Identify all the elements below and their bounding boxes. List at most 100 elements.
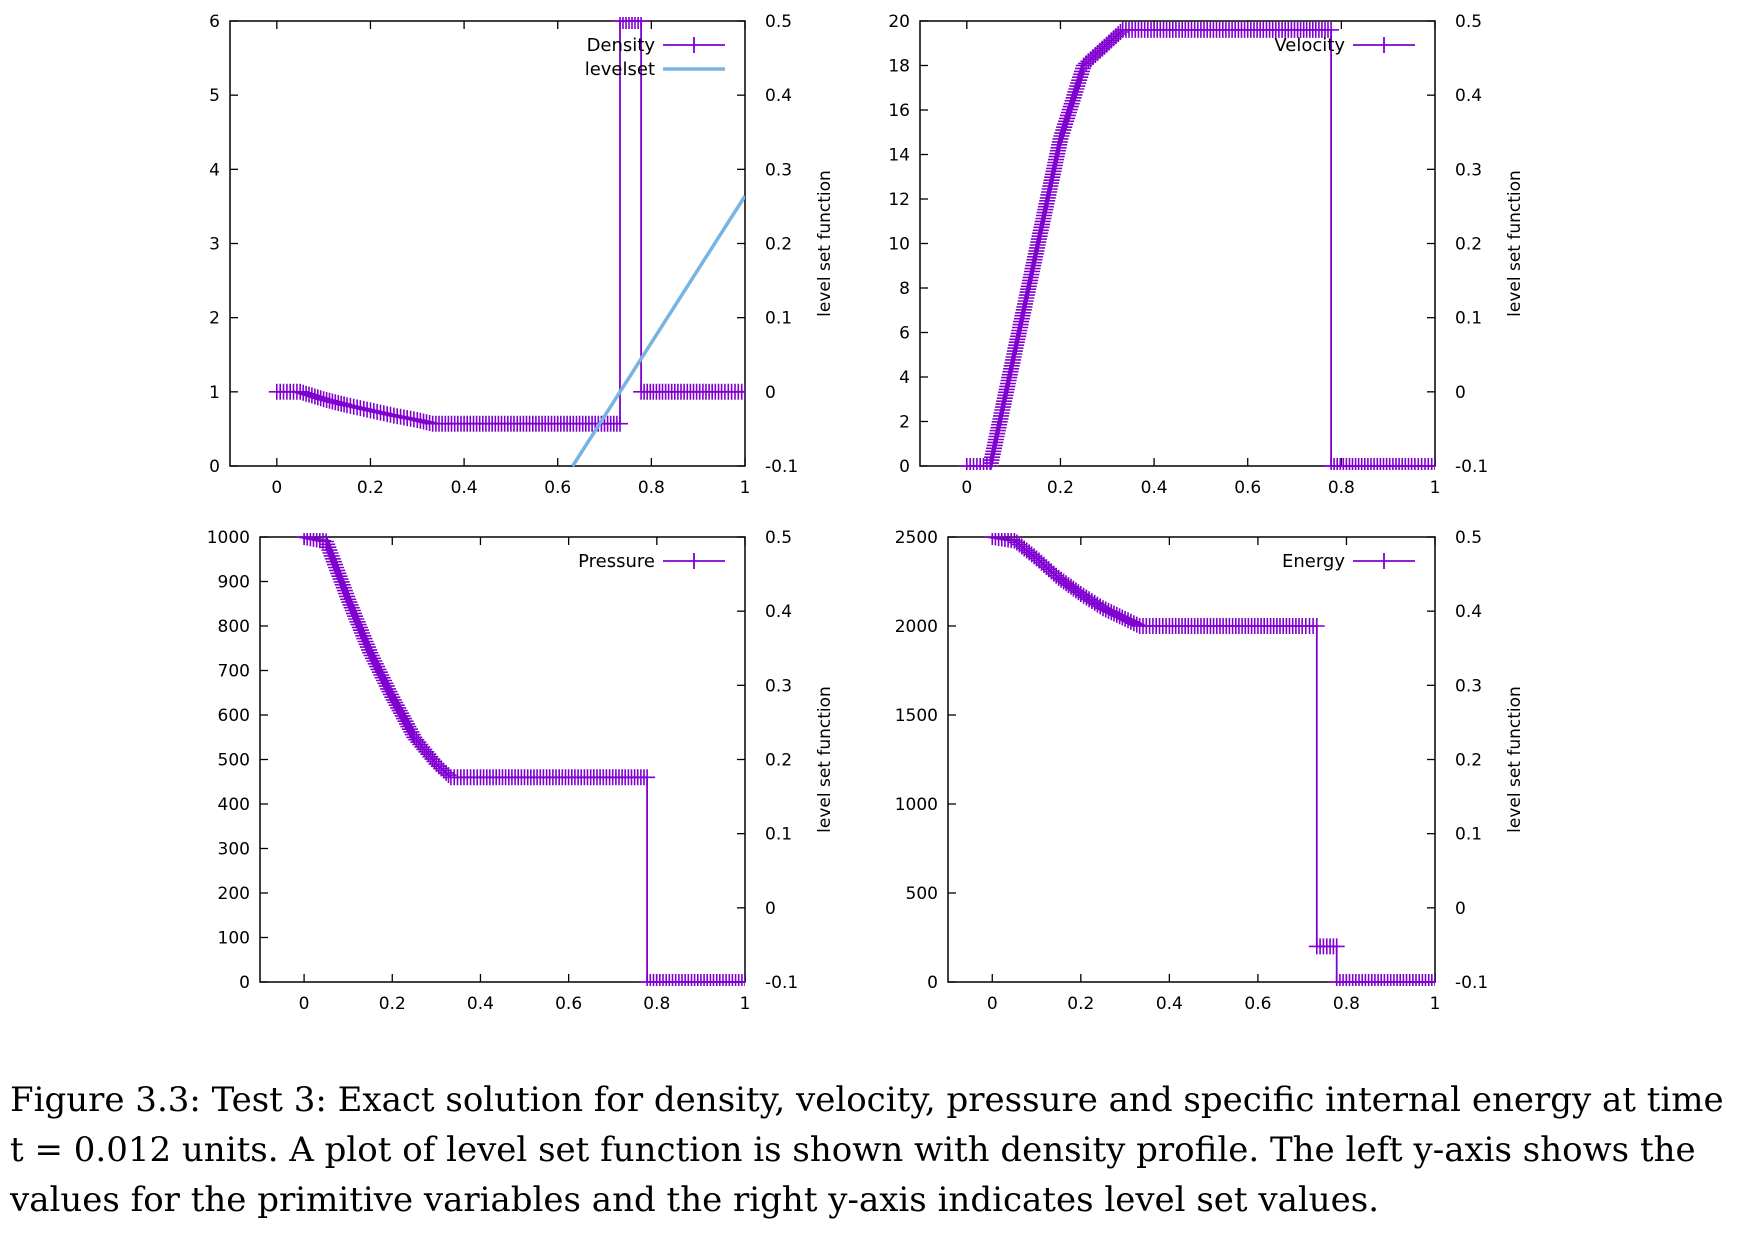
y-tick-label: 2500	[895, 528, 938, 548]
x-tick-label: 0.6	[544, 478, 571, 498]
x-tick-label: 0.6	[555, 994, 582, 1014]
y-tick-label: 1500	[895, 706, 938, 726]
y-tick-label: 3	[209, 235, 220, 255]
x-tick-label: 0.4	[467, 994, 494, 1014]
plot-frame	[229, 20, 746, 467]
legend-label: Velocity	[1274, 35, 1345, 56]
x-tick-label: 0.4	[1156, 994, 1183, 1014]
y-tick-label: 500	[218, 751, 250, 771]
y-tick-label: 2	[899, 413, 910, 433]
y-tick-label: 800	[218, 617, 250, 637]
series-markers	[958, 21, 1435, 470]
y-tick-label: 5	[209, 86, 220, 106]
x-tick-label: 1	[1430, 994, 1441, 1014]
series-line	[276, 20, 745, 425]
x-tick-label: 0.8	[643, 994, 670, 1014]
y-tick-label: 14	[888, 146, 910, 166]
y2-tick-label: 0.5	[1455, 12, 1482, 32]
series-pressure	[296, 533, 745, 986]
y-tick-label: 8	[899, 279, 910, 299]
legend-label: levelset	[585, 59, 655, 80]
x-tick-label: 0.8	[1333, 994, 1360, 1014]
x-tick-label: 0	[987, 994, 998, 1014]
y-tick-label: 0	[927, 973, 938, 993]
plot-frame	[919, 20, 1436, 467]
series-velocity	[958, 21, 1435, 470]
y-tick-label: 1000	[895, 795, 938, 815]
x-tick-label: 1	[1430, 478, 1441, 498]
y2-tick-label: 0.4	[765, 86, 792, 106]
y2-tick-label: 0.4	[1455, 602, 1482, 622]
y2-tick-label: 0.5	[1455, 528, 1482, 548]
series-markers	[296, 533, 745, 986]
legend-label: Pressure	[578, 551, 655, 572]
y-tick-label: 500	[906, 884, 938, 904]
y2-tick-label: 0	[1455, 899, 1466, 919]
series-markers	[268, 17, 745, 432]
x-tick-label: 0.2	[1067, 994, 1094, 1014]
figure-panel-grid: 0 0.2 0.4 0.6 0.8 1 0 1 2 3 4 5 6 -0.1 0 0.1 0.2 0.3 0.4 0.…	[207, 12, 1525, 1014]
y2-tick-label: -0.1	[1455, 457, 1488, 477]
y-tick-label: 4	[899, 368, 910, 388]
y2-tick-label: -0.1	[1455, 973, 1488, 993]
chart-energy: 0 0.2 0.4 0.6 0.8 1 0 500 1000 1500 2000 2500 -0.1 0 0…	[895, 528, 1525, 1014]
legend-label: Density	[587, 35, 656, 56]
chart-velocity: 0 0.2 0.4 0.6 0.8 102468101214161820-0.100.10…	[888, 12, 1525, 498]
y-tick-label: 1	[209, 383, 220, 403]
y-tick-label: 6	[209, 12, 220, 32]
plot-frame	[259, 536, 746, 983]
y2-tick-label: 0.1	[765, 309, 792, 329]
series-energy	[984, 533, 1435, 986]
x-tick-label: 0.6	[1234, 478, 1261, 498]
y2-axis-label: level set function	[1505, 170, 1525, 317]
series-line	[992, 536, 1435, 983]
legend-label: Energy	[1282, 551, 1345, 572]
series-line	[303, 536, 745, 983]
x-tick-label: 0	[299, 994, 310, 1014]
series-density	[268, 17, 745, 432]
y2-tick-label: 0.1	[765, 825, 792, 845]
plot-frame	[947, 536, 1436, 983]
y2-tick-label: 0.3	[1455, 160, 1482, 180]
x-tick-label: 0.8	[638, 478, 665, 498]
figure-caption: Figure 3.3: Test 3: Exact solution for d…	[10, 1080, 1724, 1220]
y2-tick-label: 0.3	[765, 160, 792, 180]
y2-tick-label: -0.1	[765, 457, 798, 477]
y2-tick-label: 0.5	[765, 528, 792, 548]
y-tick-label: 1000	[207, 528, 250, 548]
y2-tick-label: 0.5	[765, 12, 792, 32]
y2-tick-label: -0.1	[765, 973, 798, 993]
x-tick-label: 0.2	[1047, 478, 1074, 498]
y-tick-label: 18	[888, 57, 910, 77]
y2-tick-label: 0	[765, 899, 776, 919]
x-tick-label: 1	[740, 994, 751, 1014]
y-tick-label: 200	[218, 884, 250, 904]
y2-axis-label: level set function	[815, 686, 835, 833]
y-tick-label: 0	[899, 457, 910, 477]
y-tick-label: 20	[888, 12, 910, 32]
series-levelset	[571, 195, 745, 467]
y-tick-label: 700	[218, 662, 250, 682]
x-tick-label: 0.2	[379, 994, 406, 1014]
series-line	[571, 195, 745, 467]
y2-tick-label: 0.4	[1455, 86, 1482, 106]
y2-tick-label: 0.2	[765, 751, 792, 771]
y2-tick-label: 0.3	[1455, 676, 1482, 696]
y-tick-label: 6	[899, 324, 910, 344]
y2-axis-label: level set function	[1505, 686, 1525, 833]
x-tick-label: 0.8	[1328, 478, 1355, 498]
chart-pressure: 0 0.2 0.4 0.6 0.8 1 0 100 200 300 400 500 600 700 800 9…	[207, 528, 835, 1014]
series-markers	[984, 533, 1435, 986]
y-tick-label: 0	[209, 457, 220, 477]
y-tick-label: 16	[888, 101, 910, 121]
y-tick-label: 100	[218, 929, 250, 949]
x-tick-label: 1	[740, 478, 751, 498]
y2-tick-label: 0.2	[1455, 751, 1482, 771]
y-tick-label: 4	[209, 160, 220, 180]
y2-tick-label: 0	[765, 383, 776, 403]
y2-tick-label: 0.4	[765, 602, 792, 622]
y2-tick-label: 0.2	[1455, 235, 1482, 255]
chart-density: 0 0.2 0.4 0.6 0.8 1 0 1 2 3 4 5 6 -0.1 0 0.1 0.2 0.3 0.4 0.…	[209, 12, 835, 498]
x-tick-label: 0.4	[451, 478, 478, 498]
y-tick-label: 400	[218, 795, 250, 815]
